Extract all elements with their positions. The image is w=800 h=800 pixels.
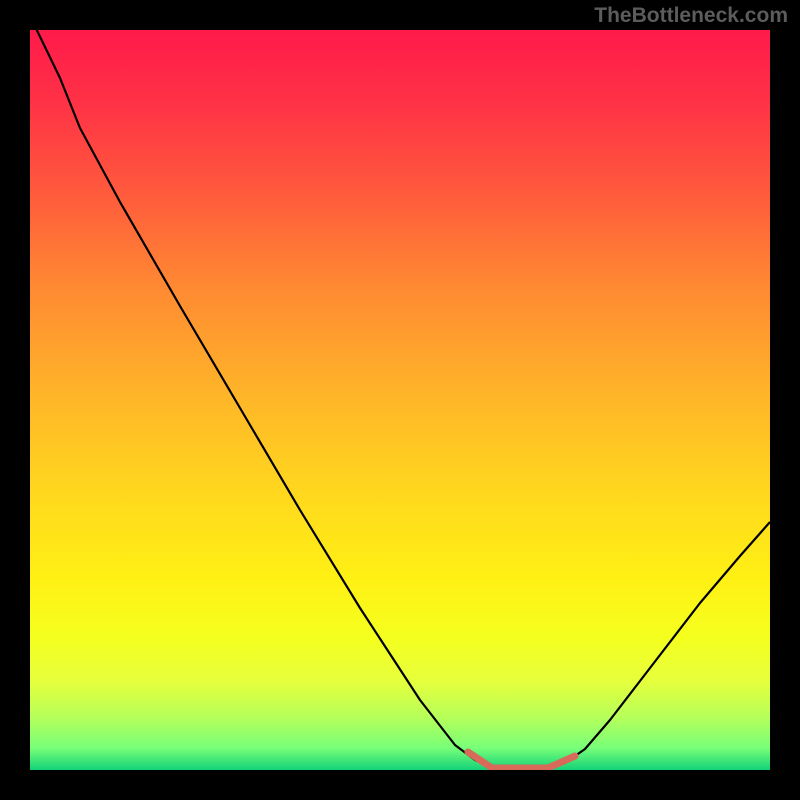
highlight-segment xyxy=(468,752,575,768)
plot-area xyxy=(30,30,770,770)
chart-svg xyxy=(30,30,770,770)
bottleneck-curve xyxy=(30,30,770,768)
watermark-text: TheBottleneck.com xyxy=(594,4,788,28)
